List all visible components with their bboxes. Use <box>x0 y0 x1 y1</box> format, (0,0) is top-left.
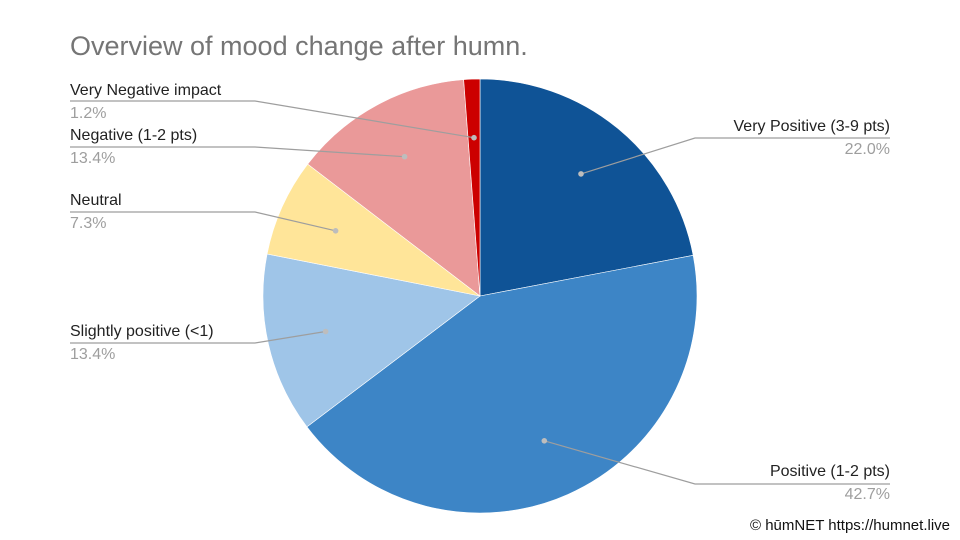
slice-labels: Very Positive (3-9 pts) 22.0% Positive (1-… <box>70 82 890 503</box>
chart-title: Overview of mood change after humn. <box>70 31 528 61</box>
leader-line <box>70 330 326 344</box>
leader-line <box>70 146 405 158</box>
leader-dot <box>471 134 477 141</box>
leader-line <box>70 100 475 139</box>
slice-percent-label: 7.3% <box>70 215 106 232</box>
slice-percent-label: 22.0% <box>845 141 890 158</box>
pie-slice-neutral <box>266 163 481 297</box>
leader-dot <box>541 438 548 444</box>
leader-dot <box>322 328 329 335</box>
pie-slice-negative-1-2-pts <box>307 79 481 297</box>
slice-percent-label: 13.4% <box>70 346 115 363</box>
leader-line <box>544 440 890 485</box>
slice-percent-label: 1.2% <box>70 105 106 122</box>
slice-label: Negative (1-2 pts) <box>70 127 197 144</box>
leader-line <box>70 211 336 232</box>
pie-slice-very-negative-impact <box>463 78 481 297</box>
copyright-notice: © hūmNET https://humnet.live <box>749 517 950 534</box>
pie-slice-positive-1-2-pts <box>306 254 698 514</box>
slice-percent-label: 13.4% <box>70 150 115 167</box>
pie-slices <box>262 78 698 514</box>
slice-percent-label: 42.7% <box>845 486 890 503</box>
slice-label: Positive (1-2 pts) <box>770 463 890 480</box>
slice-label: Neutral <box>70 192 122 209</box>
leader-dot <box>578 171 584 177</box>
leader-line <box>580 137 890 175</box>
slice-label: Very Negative impact <box>70 82 222 99</box>
pie-slice-slightly-positive-1 <box>262 253 481 428</box>
pie-slice-very-positive-3-9-pts <box>479 78 694 297</box>
leader-dot <box>401 153 408 160</box>
slice-label: Very Positive (3-9 pts) <box>734 118 891 135</box>
leader-lines <box>70 100 890 485</box>
leader-dot <box>332 228 339 234</box>
slice-label: Slightly positive (<1) <box>70 323 214 340</box>
